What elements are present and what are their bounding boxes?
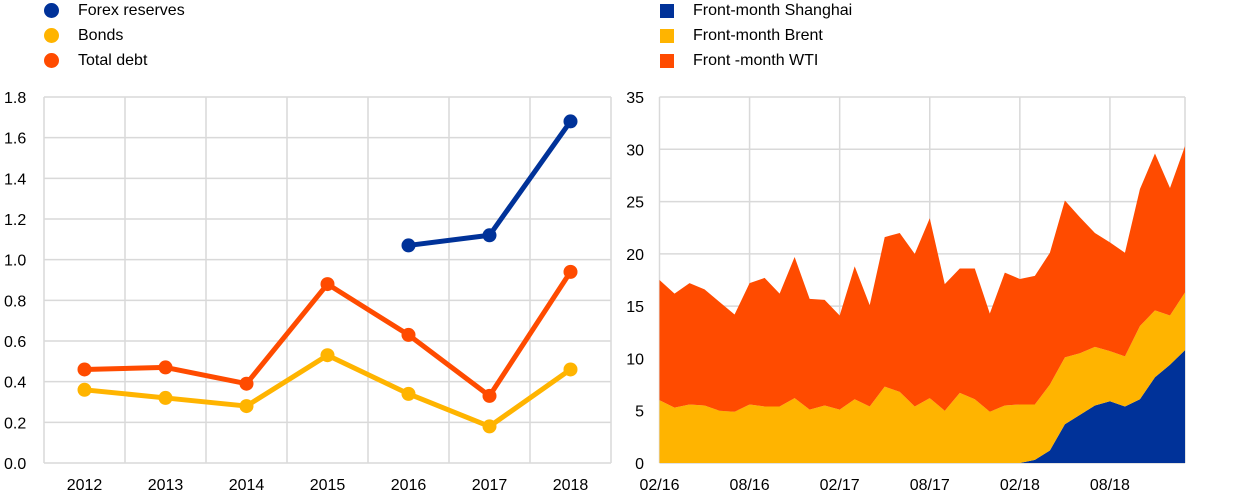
data-point-bonds — [239, 399, 254, 414]
legend-left: Forex reserves Bonds Total debt — [44, 0, 185, 73]
legend-item-total-debt: Total debt — [44, 48, 185, 73]
y-tick-label: 0.6 — [4, 334, 26, 351]
y-tick-label: 0 — [635, 456, 644, 473]
y-tick-label: 0.2 — [4, 415, 26, 432]
data-point-bonds — [320, 348, 335, 363]
data-point-total-debt — [563, 264, 578, 279]
y-tick-label: 1.8 — [4, 90, 26, 107]
y-tick-label: 0.4 — [4, 375, 26, 392]
legend-label-shanghai: Front-month Shanghai — [693, 1, 853, 19]
x-tick-label: 2013 — [148, 477, 184, 494]
left-line-chart: 0.0 0.2 0.4 0.6 0.8 1.0 1.2 1.4 1.6 1.8 2012 2013 20… — [4, 90, 612, 494]
legend-swatch-forex-reserves — [44, 3, 59, 18]
legend-item-shanghai: Front-month Shanghai — [660, 0, 852, 23]
data-point-bonds — [482, 419, 497, 434]
y-tick-label: 35 — [626, 90, 644, 107]
area-front-month-shanghai — [659, 350, 1185, 463]
series-line-forex-reserves — [408, 119, 573, 248]
x-tick-label: 2016 — [391, 477, 427, 494]
legend-label-total-debt: Total debt — [78, 51, 148, 69]
x-tick-label: 08/16 — [730, 477, 770, 494]
y-tick-label: 1.6 — [4, 131, 26, 148]
y-tick-label: 1.2 — [4, 212, 26, 229]
x-tick-label: 2012 — [67, 477, 103, 494]
data-point-total-debt — [320, 277, 335, 292]
data-point-total-debt — [401, 327, 416, 342]
y-tick-label: 25 — [626, 195, 644, 212]
data-point-forex-reserves — [563, 114, 578, 129]
data-point-forex-reserves — [401, 238, 416, 253]
data-point-forex-reserves — [482, 228, 497, 243]
y-tick-label: 5 — [635, 404, 644, 421]
y-tick-label: 10 — [626, 351, 644, 368]
x-tick-label: 2018 — [553, 477, 589, 494]
legend-swatch-bonds — [44, 28, 59, 43]
right-area-chart: 0 5 10 15 20 25 30 35 02/16 08/16 02/17 08/17 02/18 0… — [626, 90, 1186, 494]
area-front-month-brent — [659, 292, 1185, 463]
legend-label-forex-reserves: Forex reserves — [78, 1, 185, 19]
y-tick-label: 20 — [626, 247, 644, 264]
legend-swatch-brent — [660, 28, 674, 43]
data-point-bonds — [77, 382, 92, 397]
x-tick-label: 08/17 — [910, 477, 950, 494]
x-tick-label: 02/16 — [639, 477, 679, 494]
x-tick-label: 2017 — [472, 477, 508, 494]
legend-item-bonds: Bonds — [44, 23, 185, 48]
legend-swatch-total-debt — [44, 53, 59, 68]
data-point-bonds — [158, 390, 173, 405]
data-point-total-debt — [158, 360, 173, 375]
data-point-bonds — [563, 362, 578, 377]
legend-label-bonds: Bonds — [78, 26, 124, 44]
legend-swatch-shanghai — [660, 3, 674, 18]
y-tick-label: 1.4 — [4, 171, 26, 188]
data-point-bonds — [401, 386, 416, 401]
x-tick-label: 08/18 — [1090, 477, 1130, 494]
y-tick-label: 15 — [626, 299, 644, 316]
legend-item-wti: Front -month WTI — [660, 48, 852, 73]
legend-label-brent: Front-month Brent — [693, 26, 823, 44]
legend-item-brent: Front-month Brent — [660, 23, 852, 48]
x-tick-label: 2015 — [310, 477, 346, 494]
y-tick-label: 0.0 — [4, 456, 26, 473]
data-point-total-debt — [77, 362, 92, 377]
legend-label-wti: Front -month WTI — [693, 51, 819, 69]
x-tick-label: 02/18 — [1000, 477, 1040, 494]
y-tick-label: 0.8 — [4, 293, 26, 310]
y-tick-label: 1.0 — [4, 253, 26, 270]
y-tick-label: 30 — [626, 142, 644, 159]
x-tick-label: 2014 — [229, 477, 265, 494]
legend-item-forex-reserves: Forex reserves — [44, 0, 185, 23]
legend-swatch-wti — [660, 53, 674, 68]
legend-right: Front-month Shanghai Front-month Brent F… — [660, 0, 852, 73]
x-tick-label: 02/17 — [820, 477, 860, 494]
data-point-total-debt — [239, 376, 254, 391]
area-front-month-wti — [659, 146, 1185, 412]
data-point-total-debt — [482, 388, 497, 403]
